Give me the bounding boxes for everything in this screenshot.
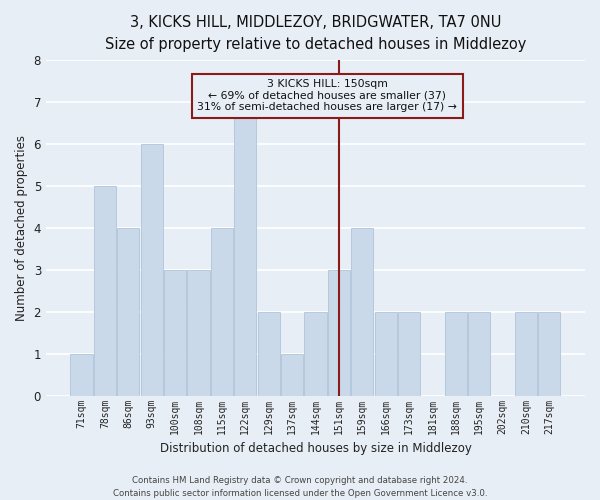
Bar [234, 102, 256, 396]
Bar [187, 270, 209, 396]
Bar [351, 228, 373, 396]
Text: 3 KICKS HILL: 150sqm
← 69% of detached houses are smaller (37)
31% of semi-detac: 3 KICKS HILL: 150sqm ← 69% of detached h… [197, 79, 457, 112]
Bar [538, 312, 560, 396]
Bar [117, 228, 139, 396]
Bar [70, 354, 92, 396]
Bar [257, 312, 280, 396]
Y-axis label: Number of detached properties: Number of detached properties [15, 135, 28, 321]
X-axis label: Distribution of detached houses by size in Middlezoy: Distribution of detached houses by size … [160, 442, 472, 455]
Title: 3, KICKS HILL, MIDDLEZOY, BRIDGWATER, TA7 0NU
Size of property relative to detac: 3, KICKS HILL, MIDDLEZOY, BRIDGWATER, TA… [105, 15, 526, 52]
Bar [140, 144, 163, 396]
Text: Contains HM Land Registry data © Crown copyright and database right 2024.
Contai: Contains HM Land Registry data © Crown c… [113, 476, 487, 498]
Bar [164, 270, 186, 396]
Bar [445, 312, 467, 396]
Bar [211, 228, 233, 396]
Bar [468, 312, 490, 396]
Bar [281, 354, 303, 396]
Bar [398, 312, 420, 396]
Bar [328, 270, 350, 396]
Bar [304, 312, 326, 396]
Bar [94, 186, 116, 396]
Bar [515, 312, 537, 396]
Bar [374, 312, 397, 396]
